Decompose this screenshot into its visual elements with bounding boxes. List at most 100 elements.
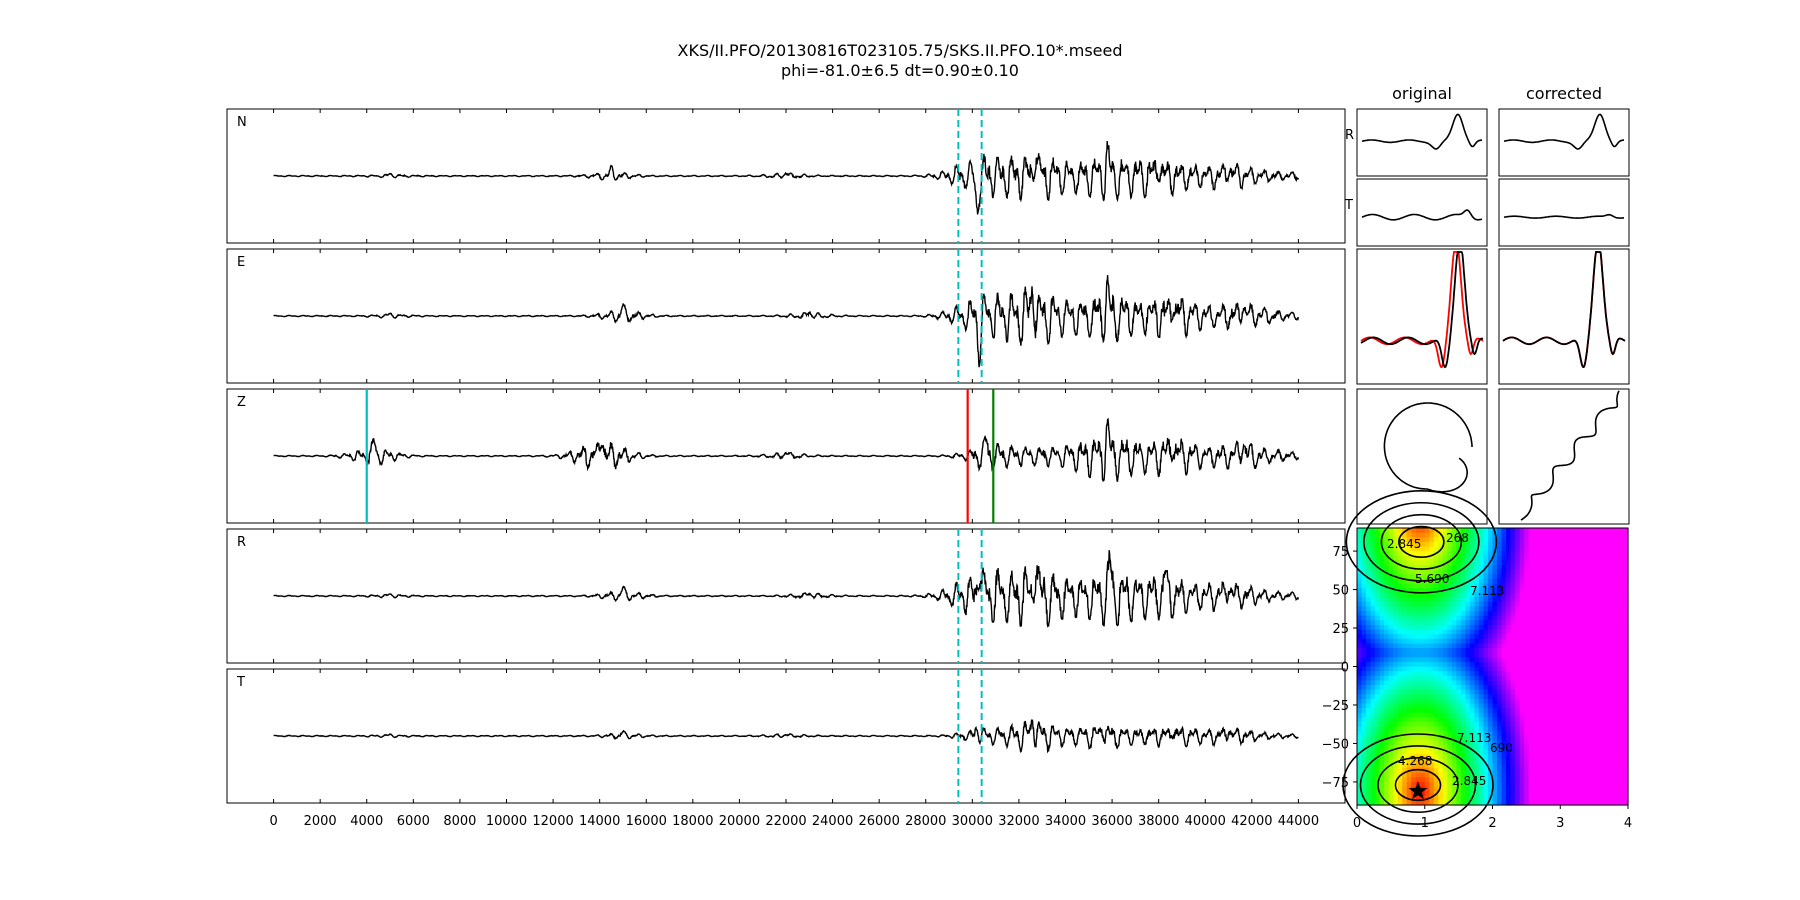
heatmap-cell — [1542, 726, 1548, 732]
heatmap-cell — [1519, 583, 1525, 589]
heatmap-cell — [1393, 712, 1399, 718]
heatmap-cell — [1492, 615, 1498, 621]
heatmap-cell — [1379, 671, 1385, 677]
heatmap-cell — [1564, 731, 1570, 737]
heatmap-cell — [1451, 740, 1457, 746]
heatmap-cell — [1361, 606, 1367, 612]
heatmap-cell — [1623, 708, 1629, 714]
heatmap-cell — [1551, 791, 1557, 797]
heatmap-cell — [1546, 800, 1552, 806]
heatmap-cell — [1424, 648, 1430, 654]
heatmap-cell — [1510, 546, 1516, 552]
heatmap-cell — [1456, 786, 1462, 792]
heatmap-cell — [1546, 740, 1552, 746]
heatmap-cell — [1420, 597, 1426, 603]
heatmap-cell — [1469, 671, 1476, 677]
heatmap-cell — [1442, 694, 1448, 700]
heatmap-cell — [1375, 731, 1381, 737]
heatmap-cell — [1379, 551, 1385, 557]
heatmap-cell — [1600, 555, 1607, 561]
heatmap-cell — [1587, 763, 1593, 769]
heatmap-cell — [1551, 606, 1557, 612]
heatmap-cell — [1569, 588, 1575, 594]
heatmap-cell — [1361, 744, 1367, 751]
heatmap-cell — [1370, 564, 1376, 571]
heatmap-cell — [1469, 551, 1476, 557]
heatmap-cell — [1379, 786, 1385, 792]
heatmap-cell — [1618, 717, 1625, 723]
heatmap-cell — [1357, 721, 1363, 728]
heatmap-cell — [1623, 569, 1629, 575]
heatmap-cell — [1451, 717, 1457, 723]
heatmap-cell — [1415, 569, 1421, 575]
x-tick-label: 26000 — [858, 814, 899, 829]
heatmap-cell — [1533, 726, 1539, 732]
heatmap-cell — [1366, 601, 1372, 608]
heatmap-cell — [1537, 698, 1543, 705]
heatmap-cell — [1442, 698, 1448, 705]
heatmap-cell — [1542, 528, 1548, 534]
heatmap-cell — [1442, 583, 1448, 589]
heatmap-cell — [1357, 717, 1363, 723]
heatmap-cell — [1560, 721, 1566, 728]
heatmap-cell — [1474, 657, 1480, 663]
heatmap-cell — [1429, 800, 1435, 806]
heatmap-cell — [1424, 689, 1430, 695]
heatmap-cell — [1447, 698, 1453, 705]
heatmap-cell — [1551, 749, 1557, 755]
heatmap-cell — [1379, 620, 1385, 626]
heatmap-cell — [1388, 555, 1394, 561]
heatmap-cell — [1469, 703, 1476, 709]
heatmap-cell — [1569, 708, 1575, 714]
heatmap-cell — [1465, 606, 1471, 612]
heatmap-cell — [1393, 671, 1399, 677]
heatmap-cell — [1551, 744, 1557, 751]
heatmap-cell — [1546, 712, 1552, 718]
heatmap-cell — [1487, 781, 1494, 788]
heatmap-cell — [1506, 564, 1512, 571]
heatmap-cell — [1397, 800, 1403, 806]
heatmap-cell — [1456, 574, 1462, 580]
heatmap-cell — [1587, 532, 1593, 538]
heatmap-cell — [1411, 597, 1417, 603]
heatmap-cell — [1551, 763, 1557, 769]
heatmap-cell — [1542, 537, 1548, 543]
heatmap-cell — [1388, 800, 1394, 806]
heatmap-cell — [1587, 800, 1593, 806]
heatmap-cell — [1600, 694, 1607, 700]
heatmap-cell — [1379, 777, 1385, 783]
heatmap-cell — [1605, 800, 1611, 806]
heatmap-cell — [1560, 574, 1566, 580]
heatmap-cell — [1560, 569, 1566, 575]
heatmap-cell — [1591, 721, 1597, 728]
heatmap-cell — [1564, 564, 1570, 571]
heatmap-cell — [1433, 657, 1439, 663]
heatmap-cell — [1497, 671, 1503, 677]
heatmap-cell — [1501, 735, 1507, 741]
heatmap-cell — [1429, 703, 1435, 709]
heatmap-cell — [1573, 689, 1579, 695]
heatmap-cell — [1533, 560, 1539, 566]
heatmap-cell — [1546, 749, 1552, 755]
heatmap-cell — [1555, 708, 1561, 714]
heatmap-cell — [1361, 703, 1367, 709]
heatmap-cell — [1587, 781, 1593, 788]
heatmap-cell — [1528, 800, 1534, 806]
heatmap-cell — [1366, 592, 1372, 598]
heatmap-cell — [1564, 768, 1570, 774]
heatmap-cell — [1497, 694, 1503, 700]
heatmap-cell — [1379, 624, 1385, 631]
heatmap-cell — [1469, 620, 1476, 626]
heatmap-cell — [1483, 592, 1489, 598]
heatmap-cell — [1474, 712, 1480, 718]
heatmap-cell — [1578, 564, 1584, 571]
heatmap-cell — [1469, 694, 1476, 700]
x-tick-label: 30000 — [952, 814, 993, 829]
heatmap-cell — [1542, 694, 1548, 700]
heatmap-cell — [1524, 749, 1530, 755]
heatmap-cell — [1393, 592, 1399, 598]
particle-motion-original — [1356, 388, 1488, 525]
heatmap-cell — [1478, 680, 1485, 686]
heatmap-cell — [1406, 560, 1412, 566]
heatmap-cell — [1447, 532, 1453, 538]
